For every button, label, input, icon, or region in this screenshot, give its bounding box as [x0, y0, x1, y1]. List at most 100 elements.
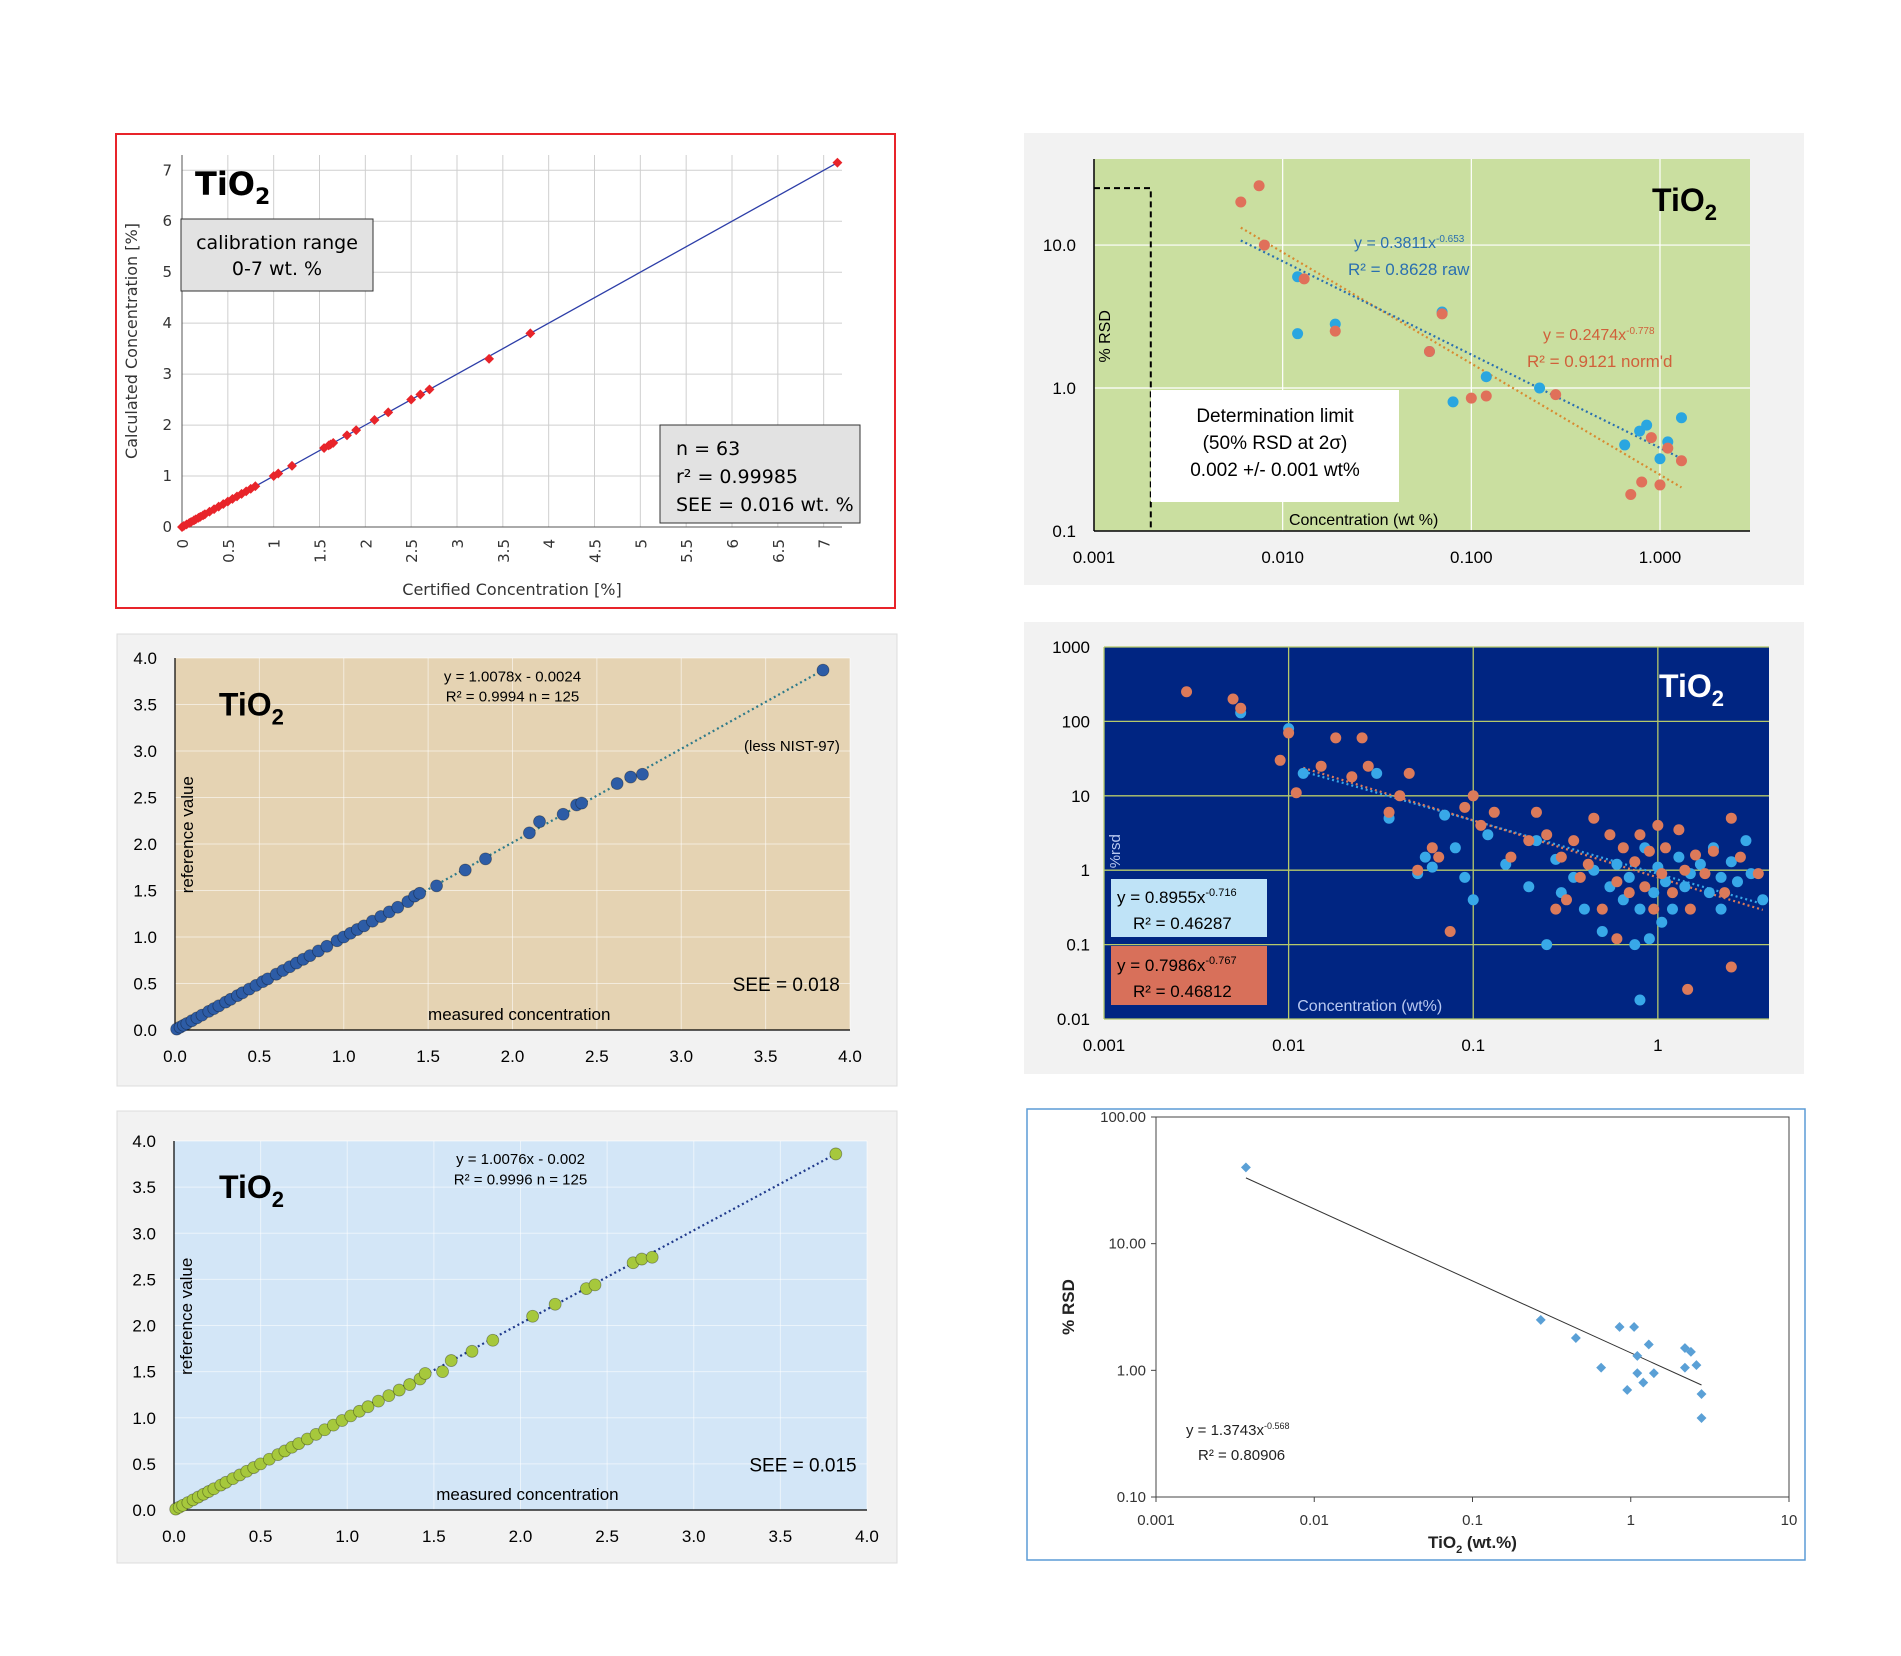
raw-trend-line	[1240, 239, 1682, 460]
x-tick-label: 1.5	[422, 1527, 446, 1546]
blue-data-point	[1523, 881, 1535, 893]
x-tick-label: 1	[1653, 1036, 1662, 1055]
red-equation-base: y = 0.7986x	[1117, 956, 1206, 975]
x-tick-label: 1.0	[335, 1527, 359, 1546]
x-tick-label: 3.5	[495, 539, 513, 563]
y-tick-label: 3	[162, 365, 172, 383]
x-tick-label: 2.5	[595, 1527, 619, 1546]
normd-data-point	[1662, 442, 1674, 454]
red-data-point	[1467, 790, 1479, 802]
y-axis-label: Calculated Concentration [%]	[122, 223, 141, 459]
blue-data-point	[1371, 767, 1383, 779]
red-data-point	[1623, 887, 1635, 899]
regression-equation: y = 1.0078x - 0.0024	[444, 668, 581, 685]
y-tick-label: 3.5	[132, 1178, 156, 1197]
raw-data-point	[1675, 412, 1687, 424]
regression-equation-exponent: -0.568	[1264, 1421, 1290, 1431]
blue-data-point	[1725, 856, 1737, 868]
chart-title: TiO2	[195, 165, 270, 210]
red-data-point	[1568, 835, 1580, 847]
blue-data-point	[1715, 903, 1727, 915]
blue-data-point	[1530, 835, 1542, 847]
red-data-point	[1634, 829, 1646, 841]
statistics-line: r² = 0.99985	[676, 466, 798, 488]
x-tick-label: 1.5	[312, 539, 330, 563]
data-point	[1648, 1368, 1659, 1379]
x-tick-label: 2.0	[509, 1527, 533, 1546]
x-tick-label: 5	[632, 539, 650, 549]
red-data-point	[1394, 790, 1406, 802]
raw-r-squared: R² = 0.8628 raw	[1348, 260, 1470, 279]
blue-r-squared: R² = 0.46287	[1133, 914, 1232, 933]
blue-data-point	[1703, 887, 1715, 899]
chart-panel-rsd-power-fit: 0.001 0.01 0.1 1 10 0.10 1.00 10.00 100.00 TiO2 (…	[1026, 1108, 1806, 1561]
red-data-point	[1459, 801, 1471, 813]
chart-title-subscript: 2	[272, 1187, 284, 1212]
x-axis-label: Concentration (wt %)	[1289, 512, 1438, 529]
chart-title-base: TiO	[219, 1169, 272, 1205]
chart-title: TiO2	[1659, 668, 1724, 711]
blue-data-point	[1757, 894, 1769, 906]
x-tick-label: 5.5	[678, 539, 696, 563]
blue-data-point	[1459, 871, 1471, 883]
y-tick-label: 2	[162, 416, 172, 434]
determination-limit-box	[1151, 390, 1399, 502]
blue-data-point	[1679, 881, 1691, 893]
red-data-point	[1604, 829, 1616, 841]
data-point	[1622, 1385, 1633, 1395]
red-data-point	[1752, 868, 1764, 880]
y-tick-label: 5	[162, 263, 172, 281]
raw-equation-exponent: -0.653	[1436, 234, 1465, 245]
data-point	[415, 389, 426, 400]
data-point	[522, 826, 536, 840]
red-data-point	[1475, 819, 1487, 831]
x-tick-label: 7	[816, 539, 834, 549]
x-tick-label: 2.0	[501, 1047, 525, 1066]
x-tick-label: 2	[357, 539, 375, 549]
red-data-point	[1629, 856, 1641, 868]
normd-equation-base: y = 0.2474x	[1543, 327, 1626, 344]
red-data-point	[1707, 845, 1719, 857]
y-tick-label: 0.5	[133, 975, 157, 994]
blue-data-point	[1611, 858, 1623, 870]
x-axis-label: measured concentration	[436, 1485, 618, 1504]
y-tick-label: 10	[1071, 787, 1090, 806]
y-tick-label: 0.0	[132, 1501, 156, 1520]
chart-panel-tan-regression: 0.0 0.5 1.0 1.5 2.0 2.5 3.0 3.5 4.0 0.0 0.5 1.0 1.5 2…	[116, 633, 898, 1087]
see-label: SEE = 0.015	[749, 1455, 856, 1476]
data-point	[816, 663, 830, 677]
normd-data-point	[1654, 479, 1666, 491]
regression-equation: y = 1.0076x - 0.002	[456, 1151, 585, 1168]
red-data-point	[1274, 754, 1286, 766]
blue-data-point	[1656, 916, 1668, 928]
data-point	[1632, 1368, 1643, 1379]
normd-data-point	[1235, 196, 1247, 208]
regression-r-squared: R² = 0.80906	[1198, 1447, 1285, 1464]
y-tick-label: 6	[162, 212, 172, 230]
x-tick-label: 3.0	[682, 1527, 706, 1546]
normd-data-point	[1253, 180, 1265, 192]
x-tick-label: 1.5	[416, 1047, 440, 1066]
data-point	[351, 425, 362, 436]
normd-data-point	[1298, 273, 1310, 285]
y-tick-label: 2.0	[133, 835, 157, 854]
normd-data-point	[1645, 432, 1657, 444]
x-tick-label: 0.001	[1083, 1036, 1126, 1055]
data-point	[556, 807, 570, 821]
data-point	[575, 796, 589, 810]
blue-equation-box	[1111, 879, 1267, 937]
blue-regression-chart: 0.0 0.5 1.0 1.5 2.0 2.5 3.0 3.5 4.0 0.0 0.5 1.0 1.5 2…	[116, 1110, 898, 1564]
blue-data-point	[1666, 903, 1678, 915]
tan-regression-chart: 0.0 0.5 1.0 1.5 2.0 2.5 3.0 3.5 4.0 0.0 0.5 1.0 1.5 2…	[116, 633, 898, 1087]
red-data-point	[1611, 933, 1623, 945]
x-tick-label: 0	[174, 539, 192, 549]
raw-data-point	[1447, 396, 1459, 408]
red-r-squared: R² = 0.46812	[1133, 982, 1232, 1001]
red-data-point	[1682, 983, 1694, 995]
x-tick-label: 0.5	[220, 539, 238, 563]
x-axis-label-base: TiO	[1428, 1533, 1456, 1552]
data-point	[1535, 1314, 1546, 1325]
blue-data-point	[1419, 851, 1431, 863]
red-data-point	[1356, 732, 1368, 744]
red-data-point	[1505, 851, 1517, 863]
